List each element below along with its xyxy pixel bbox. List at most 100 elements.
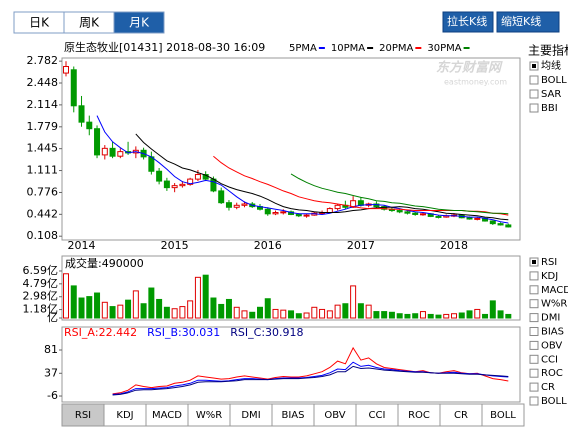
checkbox-mark[interactable]: [532, 64, 536, 68]
sub-indicator[interactable]: ROC: [541, 368, 563, 379]
volume-bar: [233, 306, 240, 319]
volume-bar: [505, 313, 512, 319]
x-tick-label: 2016: [254, 239, 282, 252]
checkbox[interactable]: [529, 354, 539, 364]
candle-body: [163, 180, 170, 189]
checkbox[interactable]: [529, 89, 539, 99]
sub-indicator[interactable]: OBV: [541, 340, 562, 351]
candle-body: [350, 200, 357, 208]
main-indicator[interactable]: BBI: [541, 103, 558, 114]
candle-body: [264, 208, 271, 215]
period-tab[interactable]: [113, 11, 165, 34]
sub-indicator[interactable]: MACD: [541, 285, 568, 296]
y-tick-label: 4.79亿: [23, 277, 59, 290]
x-tick-label: 2015: [161, 239, 189, 252]
main-indicator[interactable]: SAR: [541, 89, 561, 100]
sub-indicator[interactable]: BOLL: [541, 396, 567, 407]
main-indicator[interactable]: BOLL: [541, 75, 567, 86]
volume-bar: [357, 303, 364, 319]
volume-bar: [388, 311, 395, 319]
indicator-tab-label[interactable]: ROC: [408, 410, 430, 421]
candle-body: [148, 156, 155, 172]
volume-bar: [101, 301, 108, 319]
candle-body: [497, 223, 504, 226]
indicator-tab-label[interactable]: DMI: [241, 410, 260, 421]
volume-bar: [482, 313, 489, 319]
main-indicators-title: 主要指标: [528, 43, 568, 58]
period-tab-label[interactable]: 月K: [129, 16, 150, 30]
volume-bar: [202, 274, 209, 319]
sub-indicator[interactable]: BIAS: [541, 327, 564, 338]
volume-bar: [412, 313, 419, 319]
legend-label: RSI_A: [64, 326, 95, 339]
volume-bar: [70, 285, 77, 319]
indicator-tab-label[interactable]: MACD: [152, 410, 182, 421]
indicator-tab-label[interactable]: RSI: [75, 410, 91, 421]
sub-indicator[interactable]: CCI: [541, 354, 558, 365]
indicator-tab[interactable]: [481, 403, 525, 427]
checkbox[interactable]: [529, 313, 539, 323]
checkbox[interactable]: [529, 299, 539, 309]
candle-body: [156, 170, 163, 182]
volume-bar: [435, 314, 442, 319]
candle-body: [233, 204, 240, 208]
sub-indicator[interactable]: W%R: [541, 299, 567, 310]
indicator-tab-label[interactable]: BOLL: [490, 410, 516, 421]
checkbox[interactable]: [529, 396, 539, 406]
checkbox[interactable]: [529, 382, 539, 392]
y-tick-label: 2.782: [27, 54, 59, 67]
y-tick-label: 37: [44, 366, 58, 379]
zoom-button-label[interactable]: 缩短K线: [501, 14, 541, 28]
volume-bar: [194, 276, 201, 319]
y-tick-label: 2.448: [27, 76, 59, 89]
indicator-tab-label[interactable]: W%R: [196, 410, 222, 421]
indicator-tab-label[interactable]: BIAS: [282, 410, 305, 421]
zoom-button[interactable]: [496, 11, 560, 33]
volume-bar: [187, 300, 194, 319]
volume-bar: [140, 303, 147, 319]
candle-body: [241, 203, 248, 206]
y-tick-label: 0.442: [27, 207, 59, 220]
checkbox[interactable]: [529, 103, 539, 113]
volume-bar: [326, 310, 333, 319]
checkbox-mark[interactable]: [532, 260, 536, 264]
sub-indicator[interactable]: RSI: [541, 257, 557, 268]
indicator-tab-label[interactable]: CCI: [369, 410, 386, 421]
main-indicator[interactable]: 均线: [541, 59, 561, 72]
checkbox[interactable]: [529, 285, 539, 295]
volume-bar: [86, 296, 93, 319]
volume-bar: [171, 308, 178, 319]
chart-title: 原生态牧业[01431] 2018-08-30 16:09: [64, 40, 265, 54]
indicator-tab-label[interactable]: CR: [454, 410, 468, 421]
legend-label: 10PMA: [331, 43, 365, 54]
indicator-tab-label[interactable]: KDJ: [116, 410, 133, 421]
indicator-tab-label[interactable]: OBV: [324, 410, 345, 421]
period-tab-label[interactable]: 日K: [29, 16, 50, 30]
zoom-button[interactable]: [442, 11, 494, 33]
legend-label: 20PMA: [379, 43, 413, 54]
volume-bar: [163, 306, 170, 319]
volume-bar: [419, 311, 426, 319]
checkbox[interactable]: [529, 271, 539, 281]
volume-bar: [311, 306, 318, 319]
sub-indicator[interactable]: DMI: [541, 313, 560, 324]
sub-indicator[interactable]: KDJ: [541, 271, 558, 282]
volume-bar: [272, 308, 279, 319]
checkbox[interactable]: [529, 75, 539, 85]
candle-body: [194, 174, 201, 180]
checkbox[interactable]: [529, 327, 539, 336]
checkbox[interactable]: [529, 340, 539, 350]
candle-body: [78, 105, 85, 123]
candle-body: [489, 220, 496, 225]
candle-body: [210, 178, 217, 192]
volume-bar: [78, 297, 85, 319]
volume-bar: [474, 308, 481, 319]
sub-indicator[interactable]: CR: [541, 382, 555, 393]
legend-value: 22.442: [99, 326, 138, 339]
period-tab-label[interactable]: 周K: [79, 16, 100, 30]
checkbox[interactable]: [529, 368, 539, 378]
zoom-button-label[interactable]: 拉长K线: [447, 14, 487, 28]
candle-body: [357, 200, 364, 206]
y-tick-label: 1.111: [27, 164, 59, 177]
volume-bar: [179, 306, 186, 319]
